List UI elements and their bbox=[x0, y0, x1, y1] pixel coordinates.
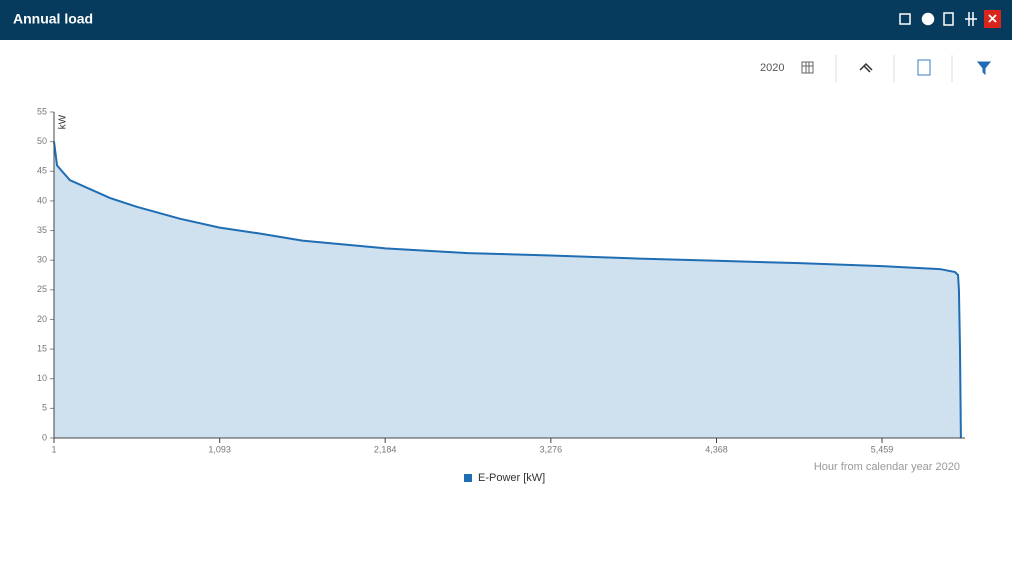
y-tick-label: 35 bbox=[37, 225, 47, 235]
x-tick-label: 2,184 bbox=[374, 444, 397, 454]
window-title: Annual load bbox=[13, 11, 93, 27]
y-tick-label: 25 bbox=[37, 284, 47, 294]
header-icons bbox=[899, 12, 977, 26]
chart: 0 5 10 15 20 25 30 35 40 45 50 55 1 1,093 2,184 3,276 4,… bbox=[37, 106, 965, 484]
y-tick-label: 5 bbox=[42, 403, 47, 413]
x-tick-label: 1 bbox=[51, 444, 56, 454]
y-tick-label: 45 bbox=[37, 166, 47, 176]
xls-icon[interactable] bbox=[917, 59, 931, 76]
y-tick-label: 0 bbox=[42, 432, 47, 442]
y-tick-label: 40 bbox=[37, 195, 47, 205]
filter-icon[interactable] bbox=[976, 61, 992, 76]
header-bar bbox=[0, 0, 1012, 40]
y-tick-label: 50 bbox=[37, 136, 47, 146]
x-tick-label: 3,276 bbox=[540, 444, 563, 454]
compare-icon[interactable] bbox=[859, 62, 873, 73]
y-tick-label: 30 bbox=[37, 255, 47, 265]
x-tick-label: 5,459 bbox=[871, 444, 894, 454]
legend-swatch bbox=[464, 474, 472, 482]
toolbar-icons bbox=[801, 55, 992, 82]
y-tick-label: 15 bbox=[37, 343, 47, 353]
calendar-grid bbox=[802, 62, 813, 73]
close-icon bbox=[988, 14, 997, 23]
x-tick-label: 4,368 bbox=[705, 444, 728, 454]
y-tick-label: 10 bbox=[37, 373, 47, 383]
info-icon[interactable] bbox=[921, 12, 935, 26]
y-axis-label: kW bbox=[58, 114, 69, 129]
legend-label: E-Power [kW] bbox=[478, 472, 545, 484]
popout-icon[interactable] bbox=[899, 13, 911, 25]
line bbox=[53, 141, 962, 439]
area bbox=[54, 141, 961, 439]
year-selector[interactable]: 2020 bbox=[760, 62, 784, 74]
calendar-icon[interactable] bbox=[801, 61, 814, 74]
y-tick-label: 20 bbox=[37, 314, 47, 324]
x-tick-label: 1,093 bbox=[208, 444, 231, 454]
y-tick-label: 55 bbox=[37, 106, 47, 116]
pdf-icon[interactable] bbox=[943, 12, 954, 26]
x-axis-label: Hour from calendar year 2020 bbox=[814, 461, 960, 473]
resize-icon[interactable] bbox=[965, 12, 977, 26]
